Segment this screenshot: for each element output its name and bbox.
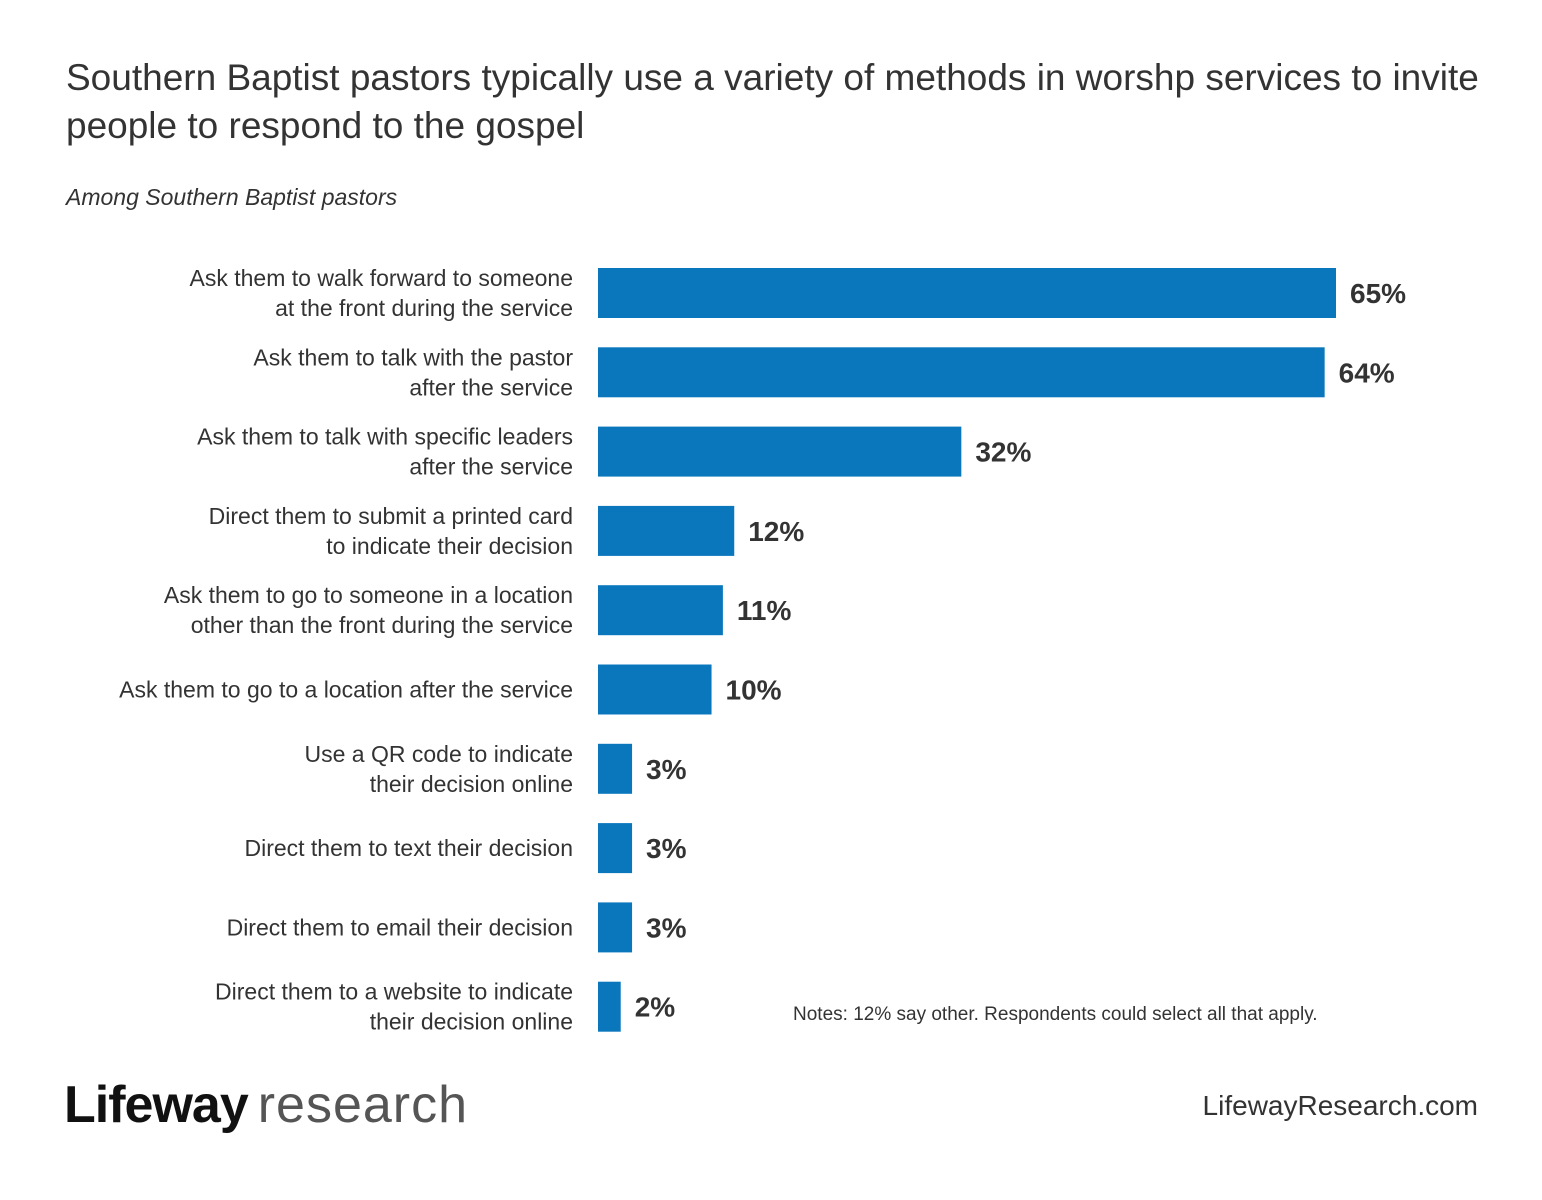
- bar-4: [598, 505, 735, 556]
- bar-10: [598, 981, 621, 1032]
- category-label-5: Ask them to go to someone in a location o…: [164, 582, 573, 638]
- chart-notes: Notes: 12% say other. Respondents could …: [793, 1004, 1318, 1025]
- value-label-6: 10%: [726, 675, 782, 706]
- value-label-10: 2%: [635, 992, 676, 1023]
- category-label-8: Direct them to text their decision: [244, 835, 573, 861]
- bar-9: [598, 902, 633, 953]
- bar-7: [598, 743, 633, 794]
- chart-title: Southern Baptist pastors typically use a…: [66, 57, 1479, 146]
- category-label-4: Direct them to submit a printed card to i…: [209, 503, 573, 559]
- bar-5: [598, 585, 723, 636]
- value-label-5: 11%: [737, 595, 792, 626]
- website-link[interactable]: LifewayResearch.com: [1202, 1090, 1478, 1121]
- value-label-2: 64%: [1339, 357, 1395, 388]
- value-label-8: 3%: [646, 833, 687, 864]
- chart-subtitle: Among Southern Baptist pastors: [66, 184, 398, 210]
- bar-3: [598, 426, 962, 477]
- bar-6: [598, 664, 712, 715]
- value-label-4: 12%: [748, 516, 804, 547]
- value-label-7: 3%: [646, 754, 687, 785]
- category-label-3: Ask them to talk with specific leaders af…: [197, 424, 573, 480]
- value-label-1: 65%: [1350, 278, 1406, 309]
- category-label-2: Ask them to talk with the pastor after th…: [253, 344, 573, 400]
- bar-2: [598, 347, 1325, 398]
- bar-chart: 65% Ask them to walk forward to someone at…: [119, 265, 1406, 1035]
- value-label-9: 3%: [646, 912, 687, 943]
- category-label-7: Use a QR code to indicate their decision …: [305, 741, 573, 797]
- category-label-9: Direct them to email their decision: [227, 914, 573, 940]
- category-label-6: Ask them to go to a location after the s…: [119, 677, 573, 703]
- lifeway-research-logo: Lifeway research: [64, 1070, 468, 1140]
- category-label-10: Direct them to a website to indicate thei…: [215, 979, 573, 1035]
- logo-suffix: research: [257, 1076, 469, 1134]
- bar-1: [598, 268, 1336, 318]
- value-label-3: 32%: [975, 437, 1031, 468]
- category-label-1: Ask them to walk forward to someone at th…: [190, 265, 574, 321]
- logo-brand: Lifeway: [64, 1076, 249, 1134]
- bar-8: [598, 823, 633, 874]
